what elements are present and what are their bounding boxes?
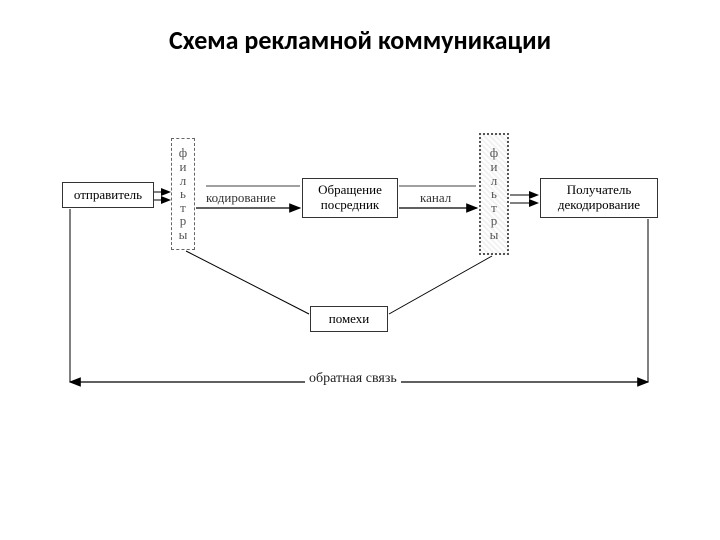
label-encoding: кодирование xyxy=(206,190,276,206)
label-channel: канал xyxy=(420,190,451,206)
node-filter1: фильтры xyxy=(171,138,195,250)
diagram-canvas: отправитель фильтры кодирование Обращени… xyxy=(0,0,720,540)
label-feedback: обратная связь xyxy=(305,371,401,387)
node-filter2: фильтры xyxy=(479,133,509,255)
edge-filter2-noise xyxy=(389,256,492,314)
node-noise: помехи xyxy=(310,306,388,332)
node-message: Обращение посредник xyxy=(302,178,398,218)
node-receiver: Получатель декодирование xyxy=(540,178,658,218)
node-sender: отправитель xyxy=(62,182,154,208)
edges-layer xyxy=(0,0,720,540)
edge-filter1-noise xyxy=(186,251,309,314)
